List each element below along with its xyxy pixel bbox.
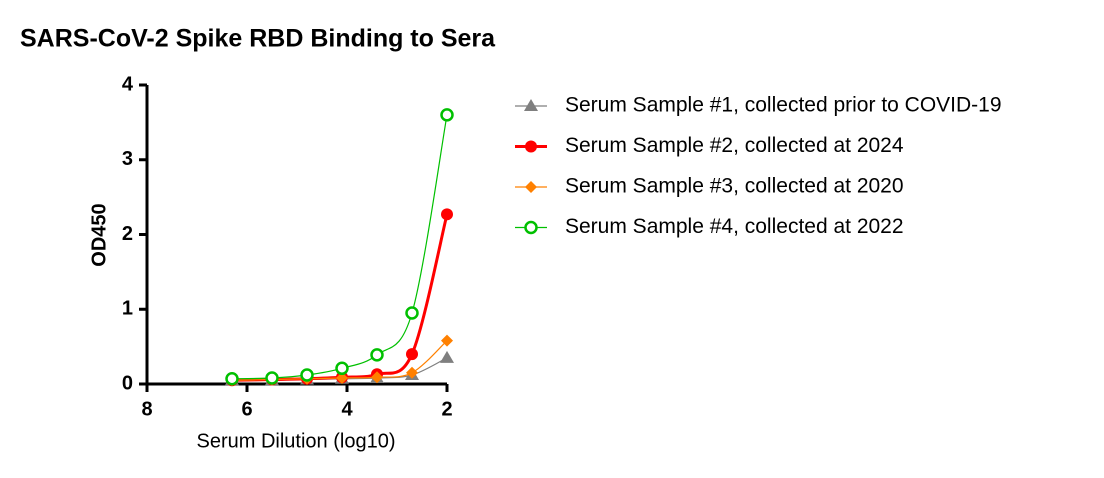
y-tick-label: 4 bbox=[122, 73, 134, 95]
marker bbox=[441, 334, 453, 347]
marker bbox=[525, 140, 537, 153]
marker bbox=[524, 220, 538, 235]
marker bbox=[524, 99, 538, 111]
marker bbox=[225, 372, 239, 386]
legend-label: Serum Sample #2, collected at 2024 bbox=[565, 134, 904, 157]
marker bbox=[370, 348, 384, 362]
marker bbox=[525, 181, 537, 193]
x-axis-label: Serum Dilution (log10) bbox=[197, 430, 396, 452]
marker bbox=[371, 371, 383, 384]
y-tick-label: 0 bbox=[122, 372, 133, 394]
marker bbox=[300, 368, 314, 382]
legend-label: Serum Sample #1, collected prior to COVI… bbox=[565, 94, 1002, 117]
marker bbox=[265, 371, 279, 385]
marker bbox=[440, 108, 454, 122]
x-tick-label: 4 bbox=[341, 398, 353, 420]
chart-title: SARS-CoV-2 Spike RBD Binding to Sera bbox=[20, 25, 496, 53]
x-tick-label: 2 bbox=[441, 398, 452, 420]
x-tick-label: 6 bbox=[241, 398, 252, 420]
legend-label: Serum Sample #4, collected at 2022 bbox=[565, 215, 904, 238]
marker bbox=[406, 348, 418, 361]
marker bbox=[441, 208, 453, 221]
x-tick-label: 8 bbox=[141, 398, 152, 420]
y-tick-label: 3 bbox=[122, 148, 133, 170]
marker bbox=[440, 350, 454, 363]
marker bbox=[336, 372, 348, 385]
legend-label: Serum Sample #3, collected at 2020 bbox=[565, 175, 904, 198]
marker bbox=[335, 361, 349, 376]
marker bbox=[406, 366, 418, 379]
y-axis-label: OD450 bbox=[88, 203, 110, 266]
y-tick-label: 1 bbox=[122, 298, 133, 320]
y-tick-label: 2 bbox=[122, 223, 133, 245]
series-line bbox=[231, 114, 448, 380]
marker bbox=[405, 306, 419, 320]
